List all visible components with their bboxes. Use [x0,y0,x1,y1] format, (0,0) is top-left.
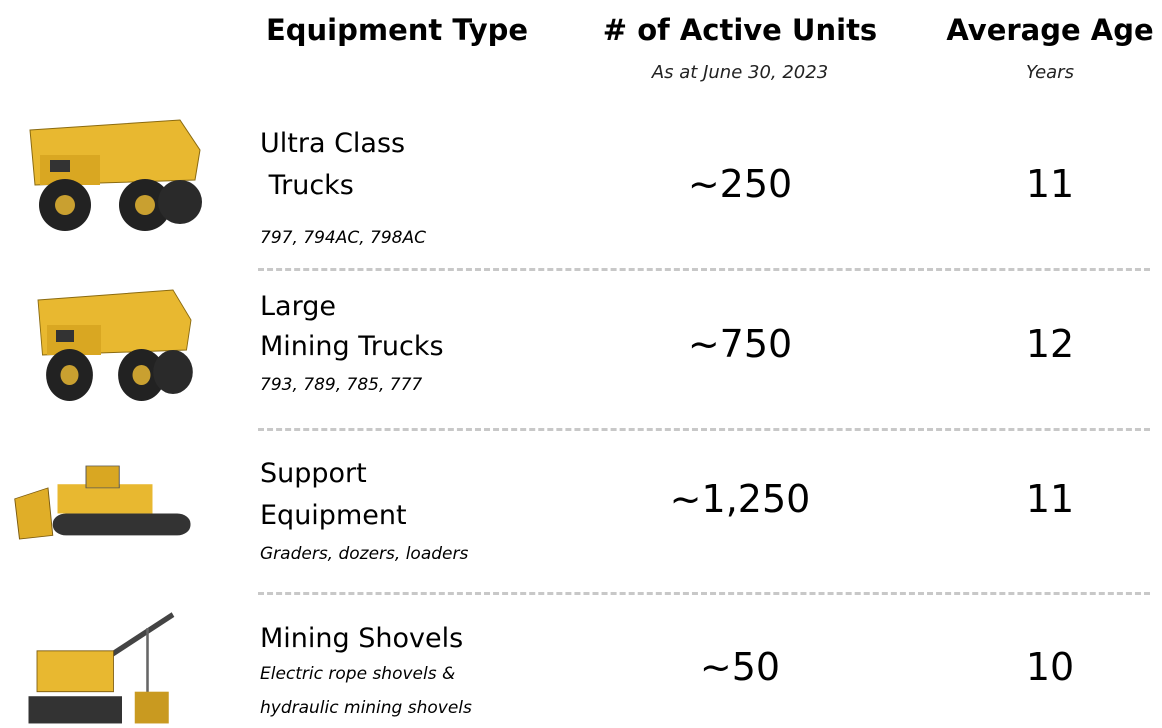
average-age: 11 [1026,480,1074,518]
equipment-image [10,455,200,550]
active-units: ~750 [688,325,792,363]
equipment-name: Large [260,293,336,320]
equipment-name: Mining Shovels [260,625,463,652]
column-title: Equipment Type [266,16,528,45]
equipment-name: Mining Trucks [260,333,444,360]
equipment-models: Electric rope shovels & [260,666,455,683]
equipment-name: Equipment [260,502,407,529]
equipment-name: Trucks [260,172,354,199]
equipment-models: Graders, dozers, loaders [260,546,468,563]
average-age: 12 [1026,325,1074,363]
row-divider [258,428,1150,431]
active-units: ~1,250 [670,480,811,518]
average-age: 11 [1026,165,1074,203]
column-title: Average Age [946,16,1153,45]
column-title: # of Active Units [603,16,877,45]
equipment-image [20,280,200,410]
page: Equipment Type # of Active Units As at Jun… [0,0,1162,728]
equipment-models: 797, 794AC, 798AC [260,230,426,247]
column-subtitle: Years [1026,64,1074,82]
equipment-image [20,610,190,728]
active-units: ~50 [700,648,780,686]
equipment-name: Support [260,460,367,487]
equipment-image [10,110,210,240]
equipment-models: hydraulic mining shovels [260,700,472,717]
row-divider [258,268,1150,271]
equipment-name: Ultra Class [260,130,405,157]
average-age: 10 [1026,648,1074,686]
row-divider [258,592,1150,595]
equipment-models: 793, 789, 785, 777 [260,377,422,394]
column-subtitle: As at June 30, 2023 [652,64,828,82]
active-units: ~250 [688,165,792,203]
